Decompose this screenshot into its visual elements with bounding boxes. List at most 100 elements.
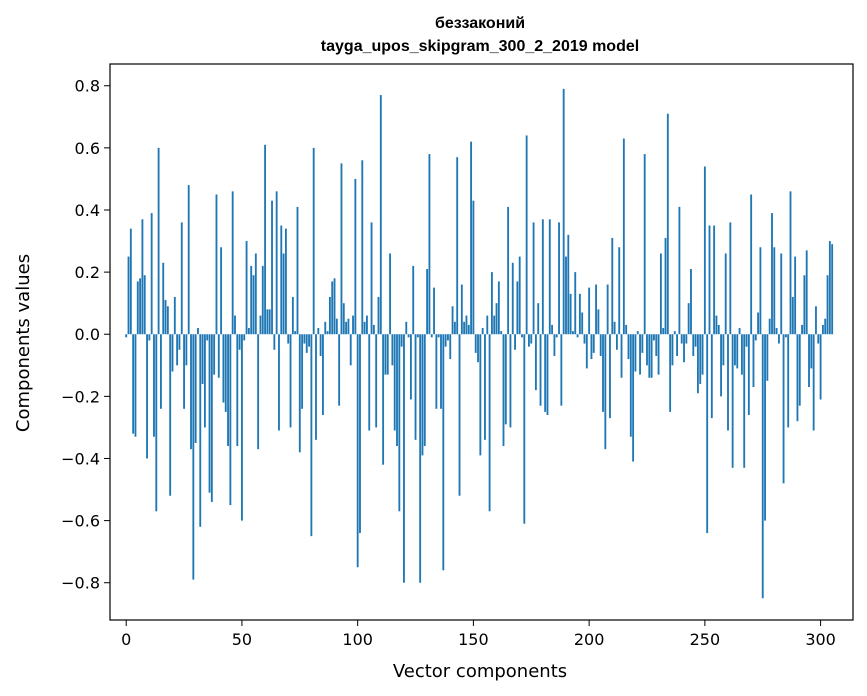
bar <box>578 293 581 335</box>
bar <box>266 309 269 335</box>
bar <box>724 253 727 335</box>
bar <box>516 281 519 335</box>
bar <box>164 300 167 335</box>
bar <box>301 334 304 409</box>
bar <box>690 269 692 335</box>
bar <box>273 334 276 350</box>
bar <box>183 334 185 409</box>
bar <box>363 321 366 335</box>
bar <box>581 312 584 335</box>
bar <box>444 334 447 347</box>
x-tick-label: 50 <box>232 630 252 649</box>
bar <box>606 284 609 335</box>
bar <box>532 222 535 335</box>
bar <box>720 334 722 397</box>
bar <box>796 334 799 422</box>
x-axis-ticks: 0 50 100 150 200 250 300 <box>121 620 836 649</box>
bar-series <box>125 88 834 599</box>
bar <box>414 334 417 440</box>
bar <box>602 334 604 412</box>
bar <box>250 265 253 335</box>
bar <box>303 334 306 344</box>
bar <box>803 275 806 335</box>
bar <box>696 334 699 394</box>
bar <box>347 318 350 335</box>
bar <box>625 324 628 335</box>
bar <box>574 272 577 335</box>
bar <box>127 256 130 335</box>
bar <box>243 334 246 341</box>
bar <box>257 334 260 450</box>
bar <box>511 262 514 335</box>
bar <box>252 275 255 335</box>
bar <box>534 334 537 391</box>
bar <box>238 334 241 350</box>
bar <box>407 334 410 338</box>
bar <box>747 334 750 415</box>
bar <box>546 334 549 415</box>
bar <box>745 334 748 347</box>
bar <box>319 334 322 356</box>
bar <box>805 250 808 335</box>
bar <box>451 306 454 335</box>
bar <box>518 256 521 335</box>
bar <box>284 228 287 335</box>
bar <box>308 334 310 347</box>
bar <box>148 334 151 341</box>
bar <box>368 334 371 431</box>
bar <box>798 334 801 406</box>
bar <box>254 253 257 335</box>
bar <box>185 334 188 366</box>
bar <box>808 334 810 388</box>
bar <box>750 194 753 335</box>
bar <box>153 334 155 437</box>
bar <box>648 334 651 378</box>
bar <box>345 321 348 335</box>
bar <box>333 278 336 335</box>
bar <box>738 328 741 335</box>
chart-title: беззаконий <box>435 15 525 32</box>
bar <box>176 334 179 366</box>
bar <box>463 321 466 335</box>
bar <box>190 334 192 450</box>
bar <box>169 334 172 496</box>
bar <box>708 225 711 335</box>
bar <box>502 334 505 447</box>
chart-subtitle: tayga_upos_skipgram_300_2_2019 model <box>321 38 639 55</box>
y-axis-label: Components values <box>13 254 34 432</box>
y-tick-label: 0.0 <box>75 325 100 344</box>
bar <box>365 315 368 335</box>
bar <box>310 334 313 537</box>
bar <box>754 334 757 341</box>
bar <box>305 334 308 353</box>
bar <box>826 275 829 335</box>
bar <box>599 334 602 356</box>
bar <box>685 334 688 344</box>
bar <box>731 334 734 468</box>
bar <box>298 334 301 453</box>
bar <box>676 334 679 356</box>
bar <box>261 265 264 335</box>
bar <box>460 284 463 335</box>
bar <box>315 334 317 440</box>
bar <box>669 334 672 412</box>
bar <box>449 334 452 360</box>
bar <box>393 334 396 431</box>
bar <box>435 334 438 409</box>
bar <box>324 321 327 335</box>
bar <box>125 334 128 338</box>
bar <box>650 334 653 378</box>
bar <box>488 334 491 512</box>
bar <box>206 334 209 341</box>
bar <box>817 334 820 344</box>
bar <box>521 334 523 338</box>
bar <box>787 334 790 428</box>
bar <box>136 281 139 335</box>
bar <box>590 334 593 360</box>
bar <box>539 334 542 406</box>
bar <box>615 334 618 350</box>
bar <box>375 334 378 428</box>
bar <box>694 334 697 347</box>
bar <box>129 228 132 335</box>
bar <box>331 281 334 335</box>
